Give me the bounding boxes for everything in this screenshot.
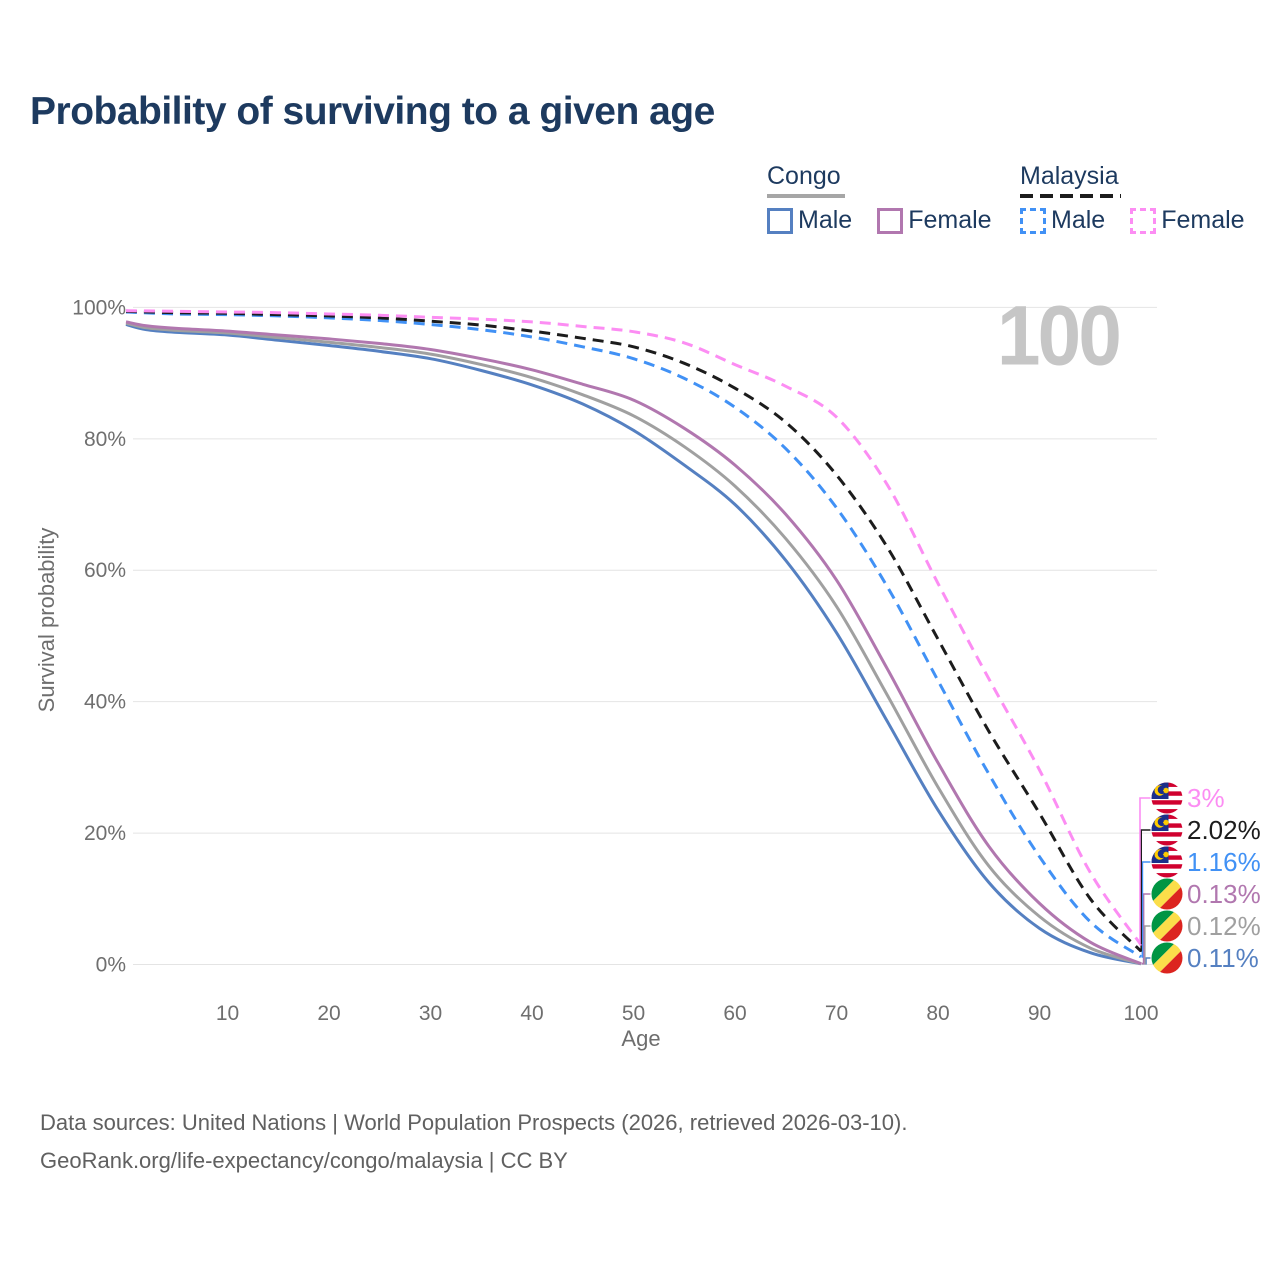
series-line-malaysia-both[interactable] xyxy=(125,309,1143,953)
x-tick-label: 60 xyxy=(723,1002,746,1025)
series-line-congo-female[interactable] xyxy=(125,320,1142,965)
end-label-value: 0.11% xyxy=(1187,943,1259,973)
leader-line xyxy=(1140,829,1151,952)
x-tick-label: 30 xyxy=(419,1002,442,1025)
y-tick-label: 0% xyxy=(96,954,126,977)
legend-label: Female xyxy=(1161,206,1245,234)
congo-flag-icon xyxy=(1152,943,1183,974)
x-tick-label: 100 xyxy=(1123,1002,1158,1025)
leader-line xyxy=(1139,797,1151,946)
malaysia-flag-icon xyxy=(1152,815,1183,846)
watermark-age-100: 100 xyxy=(997,288,1122,383)
x-tick-label: 80 xyxy=(926,1002,949,1025)
malaysia-female-swatch-icon[interactable] xyxy=(1130,207,1157,234)
x-axis-title: Age xyxy=(621,1026,660,1051)
x-tick-label: 40 xyxy=(520,1002,543,1025)
x-tick-label: 50 xyxy=(622,1002,645,1025)
legend-label: Male xyxy=(1051,206,1106,234)
malaysia-flag-icon xyxy=(1152,783,1183,814)
legend-country-malaysia: Malaysia xyxy=(1020,162,1119,190)
leader-line xyxy=(1141,861,1151,958)
x-tick-label: 10 xyxy=(216,1002,239,1025)
malaysia-flag-icon xyxy=(1152,847,1183,878)
y-tick-label: 60% xyxy=(84,559,126,582)
footer-sources: Data sources: United Nations | World Pop… xyxy=(40,1104,907,1180)
y-tick-label: 20% xyxy=(84,822,126,845)
legend-entry-congo-female[interactable]: Female xyxy=(877,206,992,235)
footer-line-1: Data sources: United Nations | World Pop… xyxy=(40,1110,908,1135)
end-label-value: 0.13% xyxy=(1187,879,1261,909)
legend-underline-malaysia xyxy=(1020,194,1121,198)
congo-female-swatch-icon[interactable] xyxy=(877,207,904,234)
legend-entry-malaysia-female[interactable]: Female xyxy=(1130,206,1245,235)
y-tick-label: 40% xyxy=(84,691,126,714)
y-tick-label: 80% xyxy=(84,428,126,451)
x-tick-label: 90 xyxy=(1028,1002,1051,1025)
legend-group-malaysia: Malaysia Male Female xyxy=(1020,162,1245,235)
series-line-congo-both[interactable] xyxy=(125,321,1142,966)
end-label-value: 0.12% xyxy=(1187,911,1261,941)
congo-male-swatch-icon[interactable] xyxy=(767,207,793,234)
end-label-value: 2.02% xyxy=(1187,815,1261,845)
end-label-value: 1.16% xyxy=(1187,847,1261,877)
legend-underline-congo xyxy=(767,194,845,198)
x-tick-label: 20 xyxy=(317,1002,340,1025)
footer-line-2: GeoRank.org/life-expectancy/congo/malays… xyxy=(40,1148,568,1173)
y-tick-label: 100% xyxy=(72,296,126,319)
malaysia-male-swatch-icon[interactable] xyxy=(1020,207,1046,234)
congo-flag-icon xyxy=(1152,879,1183,910)
legend-country-congo: Congo xyxy=(767,162,841,190)
leader-line xyxy=(1141,893,1151,965)
x-tick-label: 70 xyxy=(825,1002,848,1025)
page-title: Probability of surviving to a given age xyxy=(30,90,715,133)
series-line-malaysia-male[interactable] xyxy=(125,310,1142,959)
end-label-value: 3% xyxy=(1187,783,1225,813)
congo-flag-icon xyxy=(1152,911,1183,942)
legend-label: Male xyxy=(798,206,853,234)
series-line-malaysia-female[interactable] xyxy=(125,309,1143,946)
legend-group-congo: Congo Male Female xyxy=(767,162,992,235)
series-line-congo-male[interactable] xyxy=(125,323,1142,966)
legend-label: Female xyxy=(908,206,992,234)
legend-entry-congo-male[interactable]: Male xyxy=(767,206,852,235)
legend-entry-malaysia-male[interactable]: Male xyxy=(1020,206,1105,235)
